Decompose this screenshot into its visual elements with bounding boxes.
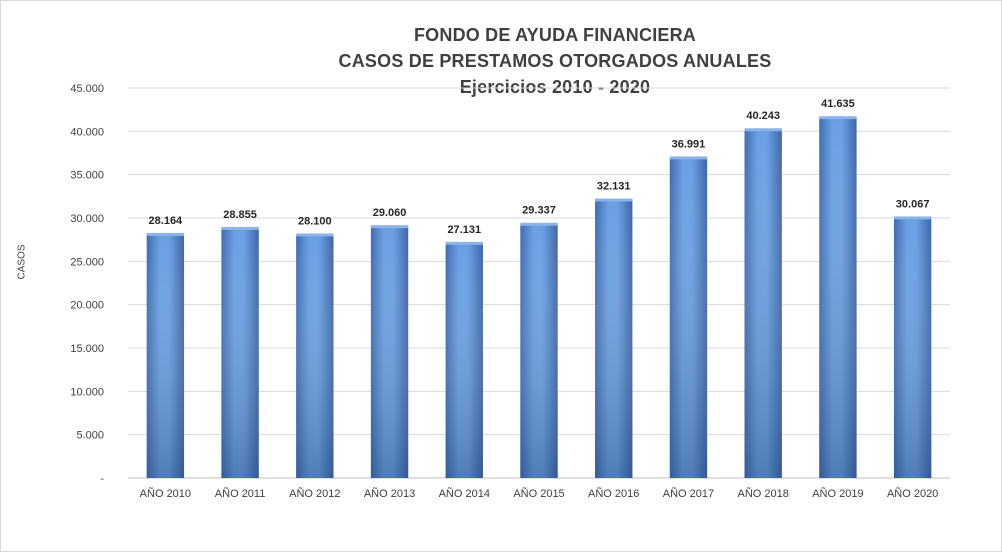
bar [819, 116, 857, 478]
bar-shade [296, 234, 334, 478]
x-tick-label: AÑO 2014 [439, 487, 490, 500]
bar-top-edge [744, 128, 782, 132]
x-tick-label: AÑO 2013 [364, 487, 415, 500]
y-tick-label: 35.000 [70, 170, 104, 182]
bar [893, 216, 932, 479]
data-label: 27.131 [447, 224, 481, 236]
bar-shade [445, 242, 483, 478]
bar [669, 156, 708, 479]
bar-shade [669, 157, 708, 479]
y-tick-label: - [100, 473, 104, 485]
bar-shade [520, 223, 558, 478]
data-label: 29.060 [373, 207, 407, 219]
y-tick-label: 20.000 [70, 300, 104, 312]
y-tick-label: 40.000 [70, 126, 104, 138]
bar-shade [370, 226, 409, 478]
data-label: 28.100 [298, 215, 332, 227]
y-tick-label: 15.000 [70, 343, 104, 355]
chart-title: FONDO DE AYUDA FINANCIERA [413, 25, 696, 45]
x-tick-label: AÑO 2017 [663, 487, 714, 500]
bar-top-edge [221, 226, 259, 230]
bar-shade [595, 199, 633, 479]
data-label: 40.243 [746, 110, 780, 122]
chart-subtitle-2: Ejercicios 2010 - 2020 [459, 77, 651, 97]
data-label: 41.635 [821, 98, 855, 110]
bar-top-edge [819, 116, 857, 120]
bar [221, 226, 259, 478]
y-tick-label: 30.000 [70, 213, 104, 225]
data-label: 28.164 [149, 215, 184, 227]
bar-top-edge [669, 156, 708, 160]
data-label: 29.337 [522, 205, 556, 217]
x-tick-label: AÑO 2010 [140, 487, 191, 500]
chart-subtitle: CASOS DE PRESTAMOS OTORGADOS ANUALES [338, 51, 772, 71]
bar [370, 225, 409, 478]
bar-top-edge [520, 222, 558, 226]
bar-shade [221, 227, 259, 478]
data-label: 36.991 [672, 138, 706, 150]
bar-shade [744, 129, 782, 478]
bar-top-edge [595, 198, 633, 202]
data-label: 28.855 [223, 209, 257, 221]
bar [595, 198, 633, 479]
bar-top-edge [296, 233, 334, 237]
data-label: 32.131 [597, 181, 631, 193]
bar [520, 222, 558, 478]
x-tick-label: AÑO 2011 [215, 487, 266, 500]
y-tick-label: 5.000 [76, 430, 104, 442]
x-tick-label: AÑO 2012 [289, 487, 340, 500]
bar-shade [893, 217, 932, 479]
y-tick-label: 45.000 [70, 83, 104, 95]
x-tick-label: AÑO 2016 [588, 487, 639, 500]
x-tick-label: AÑO 2019 [812, 487, 863, 500]
bar [445, 241, 483, 478]
bar-top-edge [445, 241, 483, 245]
bar-top-edge [146, 232, 185, 236]
bar-shade [819, 117, 857, 478]
x-tick-label: AÑO 2015 [513, 487, 564, 500]
bar-shade [146, 233, 185, 478]
x-tick-label: AÑO 2018 [737, 487, 788, 500]
bar-top-edge [893, 216, 932, 220]
bar [146, 232, 185, 478]
data-label: 30.067 [896, 198, 930, 210]
y-tick-label: 10.000 [70, 386, 104, 398]
bar-top-edge [370, 225, 409, 229]
bar [744, 128, 782, 478]
x-tick-label: AÑO 2020 [887, 487, 938, 500]
y-tick-label: 25.000 [70, 256, 104, 268]
bar [296, 233, 334, 478]
